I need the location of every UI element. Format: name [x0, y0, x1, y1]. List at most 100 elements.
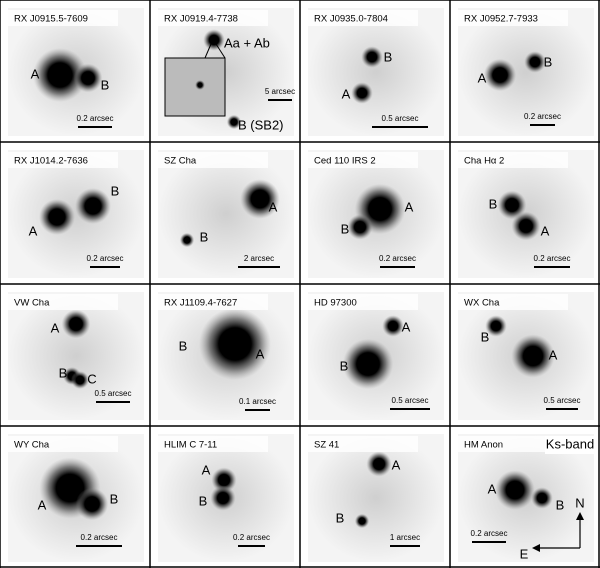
title-backdrop — [8, 294, 118, 310]
star — [75, 487, 109, 521]
panel: HLIM C 7-11 B A 0.2 arcsec — [158, 434, 294, 562]
image-background — [458, 8, 594, 136]
inset — [164, 57, 226, 117]
star — [199, 308, 271, 380]
component-label: A — [488, 481, 497, 496]
star — [210, 485, 236, 511]
star — [179, 232, 195, 248]
panel-title: RX J0915.5-7609 — [14, 14, 88, 25]
panel: WX Cha B A 0.5 arcsec — [458, 292, 594, 420]
component-label: A — [392, 457, 401, 472]
scale-label: 0.1 arcsec — [239, 397, 276, 406]
panel: RX J0919.4-7738 Aa + Ab B (SB2) 5 arcsec — [158, 8, 295, 136]
star — [39, 199, 75, 235]
panel-title: RX J1014.2-7636 — [14, 156, 88, 167]
star — [203, 29, 225, 51]
title-backdrop — [458, 436, 568, 452]
scale-label: 0.5 arcsec — [392, 396, 429, 405]
star — [351, 82, 373, 104]
component-label: B — [489, 196, 498, 211]
star — [226, 114, 242, 130]
image-background — [8, 150, 144, 278]
title-backdrop — [458, 152, 568, 168]
component-label: B (SB2) — [238, 117, 284, 132]
panel-title: WX Cha — [464, 298, 500, 309]
panel-title: HM Anon — [464, 440, 503, 451]
component-label: B — [110, 491, 119, 506]
panel-title: Ced 110 IRS 2 — [314, 156, 376, 167]
band-backdrop — [545, 436, 597, 454]
panel-title: WY Cha — [14, 440, 50, 451]
panel-title: RX J0935.0-7804 — [314, 14, 388, 25]
title-backdrop — [308, 152, 418, 168]
arrow-head — [532, 512, 584, 552]
panel-title: RX J0952.7-7933 — [464, 14, 538, 25]
star — [33, 48, 87, 102]
scale-label: 0.2 arcsec — [534, 254, 571, 263]
band-label: Ks-band — [546, 436, 594, 451]
panel: Cha Hα 2 B A 0.2 arcsec — [458, 150, 594, 278]
panel-title: SZ Cha — [164, 156, 197, 167]
title-backdrop — [308, 436, 418, 452]
component-label: A — [256, 346, 265, 361]
component-label: A — [38, 497, 47, 512]
component-label: C — [87, 371, 96, 386]
scale-label: 0.2 arcsec — [524, 112, 561, 121]
title-backdrop — [158, 294, 268, 310]
panel: RX J1109.4-7627 B A 0.1 arcsec — [158, 292, 294, 420]
component-label: B — [336, 510, 345, 525]
star — [495, 470, 535, 510]
title-backdrop — [308, 294, 418, 310]
component-label: A — [31, 66, 40, 81]
panel-title: RX J1109.4-7627 — [164, 298, 237, 309]
title-backdrop — [308, 10, 418, 26]
scale-label: 0.5 arcsec — [95, 389, 132, 398]
scale-label: 0.2 arcsec — [81, 533, 118, 542]
star — [342, 338, 394, 390]
component-label: A — [29, 223, 38, 238]
title-backdrop — [158, 10, 268, 26]
title-backdrop — [458, 294, 568, 310]
star — [211, 467, 237, 493]
star — [483, 58, 517, 92]
panel: RX J1014.2-7636 A B 0.2 arcsec — [8, 150, 144, 278]
component-label: B — [384, 49, 393, 64]
component-label: A — [402, 319, 411, 334]
panel: HM Anon A B 0.2 arcsec Ks-band N E — [458, 434, 597, 562]
scale-label: 2 arcsec — [244, 254, 274, 263]
title-backdrop — [158, 152, 268, 168]
scale-label: 0.2 arcsec — [379, 254, 416, 263]
scale-label: 1 arcsec — [390, 533, 420, 542]
component-label: B — [111, 183, 120, 198]
panel: RX J0952.7-7933 A B 0.2 arcsec — [458, 8, 594, 136]
star — [73, 63, 103, 93]
panel: SZ Cha A B 2 arcsec — [158, 150, 294, 278]
scale-label: 0.2 arcsec — [77, 114, 114, 123]
panel: WY Cha A B 0.2 arcsec — [8, 434, 144, 562]
star — [361, 46, 383, 68]
component-label: A — [549, 347, 558, 362]
panel: RX J0935.0-7804 B A 0.5 arcsec — [308, 8, 444, 136]
panel: RX J0915.5-7609 A B 0.2 arcsec — [8, 8, 144, 136]
inset-line — [204, 43, 212, 59]
component-label: B — [340, 358, 349, 373]
component-label: Aa + Ab — [224, 35, 270, 50]
component-label: B — [179, 338, 188, 353]
star — [61, 309, 91, 339]
component-label: A — [342, 86, 351, 101]
star — [524, 51, 546, 73]
title-backdrop — [158, 436, 268, 452]
component-label: A — [269, 199, 278, 214]
component-label: A — [478, 70, 487, 85]
star — [195, 80, 205, 90]
component-label: B — [200, 229, 209, 244]
panel-title: VW Cha — [14, 298, 50, 309]
panel: HD 97300 B A 0.5 arcsec — [308, 292, 444, 420]
inset-line — [215, 43, 226, 59]
panel-title: Cha Hα 2 — [464, 156, 504, 167]
scale-label: 5 arcsec — [265, 87, 295, 96]
component-label: B — [481, 329, 490, 344]
star — [497, 190, 527, 220]
